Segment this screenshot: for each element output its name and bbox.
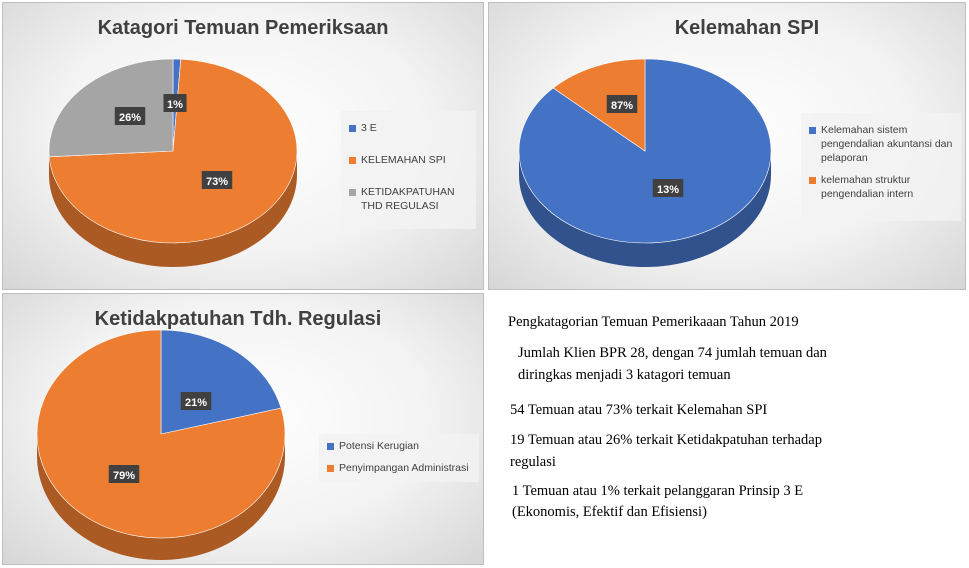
chart-title: Katagori Temuan Pemeriksaan <box>97 17 389 39</box>
svg-text:73%: 73% <box>206 176 228 188</box>
pie-slice <box>36 329 286 539</box>
legend-swatch <box>327 465 334 472</box>
chart-legend: Kelemahan sistem pengendalian akuntansi … <box>801 113 961 221</box>
pie-data-label: 13% <box>652 179 684 197</box>
legend-swatch <box>809 177 816 184</box>
pie-data-label: 79% <box>108 465 140 483</box>
summary-heading: Pengkatagorian Temuan Pemerikaaan Tahun … <box>508 314 799 330</box>
legend-label: kelemahan struktur pengendalian intern <box>821 174 914 200</box>
chart-panel-ketidakpatuhan: Ketidakpatuhan Tdh. Regulasi 21% 79% Pote… <box>2 293 484 565</box>
chart-panel-katagori: Katagori Temuan Pemeriksaan 1% 73% 26% 3 E… <box>2 2 484 290</box>
legend-swatch <box>809 127 816 134</box>
svg-text:26%: 26% <box>119 112 141 124</box>
legend-label: KELEMAHAN SPI <box>361 154 446 166</box>
summary-line: (Ekonomis, Efektif dan Efisiensi) <box>512 504 707 520</box>
legend-item: 3 E <box>349 121 468 135</box>
pie-side <box>37 434 285 560</box>
legend-label: Penyimpangan Administrasi <box>339 462 469 474</box>
legend-swatch <box>349 125 356 132</box>
svg-text:79%: 79% <box>113 470 135 482</box>
pie-chart-kelemahan-spi: 87% 13% <box>518 58 772 267</box>
summary-line: 19 Temuan atau 26% terkait Ketidakpatuha… <box>510 432 822 448</box>
summary-line: 54 Temuan atau 73% terkait Kelemahan SPI <box>510 402 768 418</box>
pie-slice <box>518 58 772 244</box>
legend-item: Potensi Kerugian <box>327 439 471 453</box>
summary-text: Pengkatagorian Temuan Pemerikaaan Tahun … <box>490 296 966 564</box>
summary-line: regulasi <box>510 454 556 470</box>
pie-data-label: 73% <box>201 171 233 189</box>
svg-text:21%: 21% <box>185 397 207 409</box>
legend-swatch <box>327 443 334 450</box>
svg-text:87%: 87% <box>611 100 633 112</box>
pie-data-label: 87% <box>606 95 638 113</box>
svg-text:1%: 1% <box>167 99 183 111</box>
svg-text:13%: 13% <box>657 184 679 196</box>
chart-legend: Potensi Kerugian Penyimpangan Administra… <box>319 434 479 482</box>
legend-label: 3 E <box>361 122 377 134</box>
pie-data-label: 26% <box>114 107 146 125</box>
pie-chart-ketidakpatuhan: 21% 79% <box>36 329 286 560</box>
legend-label: Potensi Kerugian <box>339 440 419 452</box>
pie-slice <box>48 58 174 158</box>
pie-side <box>49 151 297 267</box>
chart-title: Ketidakpatuhan Tdh. Regulasi <box>94 308 382 330</box>
legend-item: Penyimpangan Administrasi <box>327 461 471 475</box>
summary-line: diringkas menjadi 3 katagori temuan <box>518 367 731 383</box>
legend-label: KETIDAKPATUHAN THD REGULASI <box>361 186 455 212</box>
summary-line: 1 Temuan atau 1% terkait pelanggaran Pri… <box>512 483 804 499</box>
legend-item: Kelemahan sistem pengendalian akuntansi … <box>809 123 953 165</box>
summary-line: Jumlah Klien BPR 28, dengan 74 jumlah te… <box>518 345 827 361</box>
legend-swatch <box>349 157 356 164</box>
legend-label: Kelemahan sistem pengendalian akuntansi … <box>821 124 953 164</box>
pie-slice <box>552 58 646 152</box>
chart-panel-kelemahan-spi: Kelemahan SPI 87% 13% Kelemahan sistem pe… <box>488 2 966 290</box>
chart-title: Kelemahan SPI <box>674 17 820 39</box>
pie-side <box>519 151 771 267</box>
legend-item: kelemahan struktur pengendalian intern <box>809 173 953 201</box>
pie-data-label: 1% <box>163 94 187 112</box>
pie-data-label: 21% <box>180 392 212 410</box>
pie-chart-katagori: 1% 73% 26% <box>48 58 298 267</box>
chart-legend: 3 E KELEMAHAN SPI KETIDAKPATUHAN THD REG… <box>341 111 476 229</box>
legend-item: KETIDAKPATUHAN THD REGULASI <box>349 185 464 213</box>
legend-item: KELEMAHAN SPI <box>349 153 468 167</box>
legend-swatch <box>349 189 356 196</box>
